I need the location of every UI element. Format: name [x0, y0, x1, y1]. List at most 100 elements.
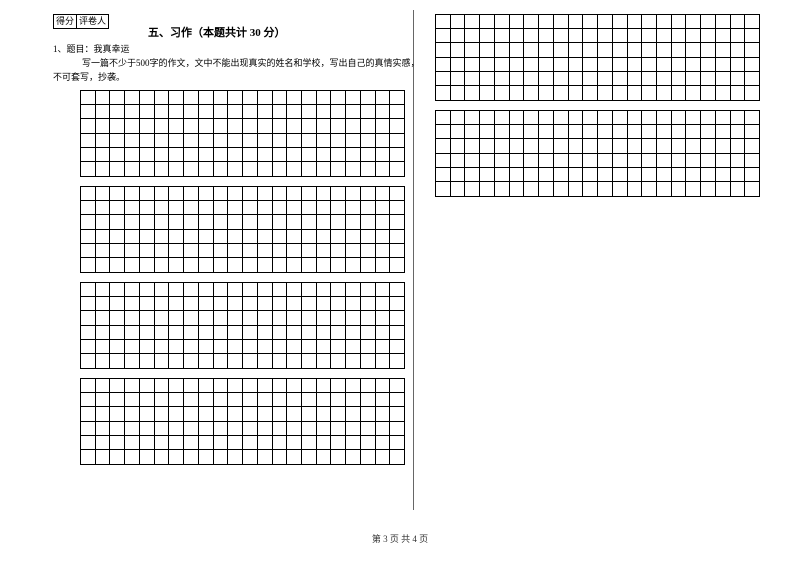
- writing-grid-cell: [96, 422, 111, 436]
- writing-grid-cell: [390, 436, 404, 450]
- writing-grid-cell: [184, 215, 199, 229]
- writing-grid-cell: [731, 29, 746, 43]
- writing-grid-cell: [110, 283, 125, 297]
- writing-grid-cell: [390, 105, 404, 119]
- writing-grid-cell: [302, 187, 317, 201]
- writing-grid-cell: [613, 182, 628, 196]
- writing-grid-cell: [125, 187, 140, 201]
- writing-grid-cell: [598, 168, 613, 182]
- writing-grid-cell: [273, 201, 288, 215]
- writing-grid-cell: [480, 111, 495, 125]
- writing-grid-cell: [436, 86, 451, 100]
- writing-grid-row: [81, 230, 404, 244]
- writing-grid-cell: [317, 162, 332, 176]
- writing-grid-row: [81, 354, 404, 368]
- writing-grid-cell: [81, 244, 96, 258]
- writing-grid-cell: [317, 105, 332, 119]
- writing-grid-cell: [317, 148, 332, 162]
- writing-grid-cell: [184, 91, 199, 105]
- writing-grid-cell: [554, 168, 569, 182]
- question-topic: 1、题目：我真幸运: [53, 42, 130, 55]
- writing-grid-cell: [672, 168, 687, 182]
- writing-grid-cell: [302, 326, 317, 340]
- writing-grid-cell: [228, 340, 243, 354]
- writing-grid-cell: [346, 450, 361, 464]
- writing-grid-cell: [317, 201, 332, 215]
- writing-grid-cell: [214, 230, 229, 244]
- writing-grid-cell: [258, 393, 273, 407]
- writing-grid-cell: [155, 354, 170, 368]
- section-title: 五、习作（本题共计 30 分）: [148, 24, 286, 40]
- writing-grid-row: [81, 119, 404, 133]
- writing-grid-cell: [583, 29, 598, 43]
- writing-grid-cell: [465, 182, 480, 196]
- writing-grid-cell: [81, 162, 96, 176]
- writing-grid-cell: [228, 230, 243, 244]
- writing-grid-cell: [583, 154, 598, 168]
- grader-label: 评卷人: [77, 15, 108, 28]
- writing-grid-cell: [554, 86, 569, 100]
- writing-grid-cell: [125, 283, 140, 297]
- writing-grid-cell: [81, 354, 96, 368]
- writing-grid-cell: [686, 125, 701, 139]
- writing-grid-cell: [199, 450, 214, 464]
- writing-grid-cell: [331, 340, 346, 354]
- writing-grid-cell: [228, 148, 243, 162]
- writing-grid-cell: [125, 393, 140, 407]
- writing-grid-cell: [569, 182, 584, 196]
- writing-grid-cell: [243, 393, 258, 407]
- writing-grid-cell: [199, 326, 214, 340]
- writing-grid-cell: [184, 244, 199, 258]
- writing-grid-cell: [628, 15, 643, 29]
- writing-grid-cell: [258, 326, 273, 340]
- writing-grid-cell: [110, 354, 125, 368]
- writing-grid-cell: [331, 119, 346, 133]
- writing-grid-cell: [613, 154, 628, 168]
- writing-grid-cell: [81, 340, 96, 354]
- writing-grid-cell: [96, 283, 111, 297]
- writing-grid-cell: [346, 134, 361, 148]
- writing-grid-cell: [169, 201, 184, 215]
- writing-grid-cell: [672, 125, 687, 139]
- writing-grid-cell: [346, 283, 361, 297]
- writing-grid-cell: [243, 354, 258, 368]
- writing-grid-cell: [465, 43, 480, 57]
- writing-grid-cell: [745, 15, 759, 29]
- writing-grid-cell: [583, 139, 598, 153]
- writing-grid-block: [80, 186, 405, 273]
- writing-grid-row: [81, 407, 404, 421]
- writing-grid-cell: [510, 86, 525, 100]
- writing-grid-cell: [228, 393, 243, 407]
- writing-grid-cell: [465, 72, 480, 86]
- writing-grid-cell: [273, 407, 288, 421]
- writing-grid-cell: [302, 436, 317, 450]
- writing-grid-cell: [745, 72, 759, 86]
- writing-grid-cell: [317, 134, 332, 148]
- writing-grid-cell: [96, 326, 111, 340]
- writing-grid-cell: [628, 86, 643, 100]
- writing-grid-cell: [361, 422, 376, 436]
- writing-grid-cell: [228, 379, 243, 393]
- writing-grid-cell: [287, 450, 302, 464]
- writing-grid-cell: [287, 379, 302, 393]
- writing-grid-cell: [390, 201, 404, 215]
- writing-grid-cell: [273, 230, 288, 244]
- score-label: 得分: [54, 15, 77, 28]
- writing-grid-cell: [317, 215, 332, 229]
- writing-grid-cell: [199, 105, 214, 119]
- writing-grid-cell: [331, 379, 346, 393]
- writing-grid-cell: [331, 105, 346, 119]
- writing-grid-cell: [140, 422, 155, 436]
- writing-grid-cell: [110, 393, 125, 407]
- writing-grid-cell: [731, 111, 746, 125]
- writing-grid-cell: [140, 187, 155, 201]
- writing-grid-cell: [214, 105, 229, 119]
- writing-grid-cell: [390, 354, 404, 368]
- writing-grid-cell: [214, 436, 229, 450]
- writing-grid-cell: [214, 119, 229, 133]
- writing-grid-cell: [81, 258, 96, 272]
- writing-grid-cell: [346, 436, 361, 450]
- writing-grid-cell: [125, 91, 140, 105]
- writing-grid-cell: [96, 311, 111, 325]
- writing-grid-cell: [317, 407, 332, 421]
